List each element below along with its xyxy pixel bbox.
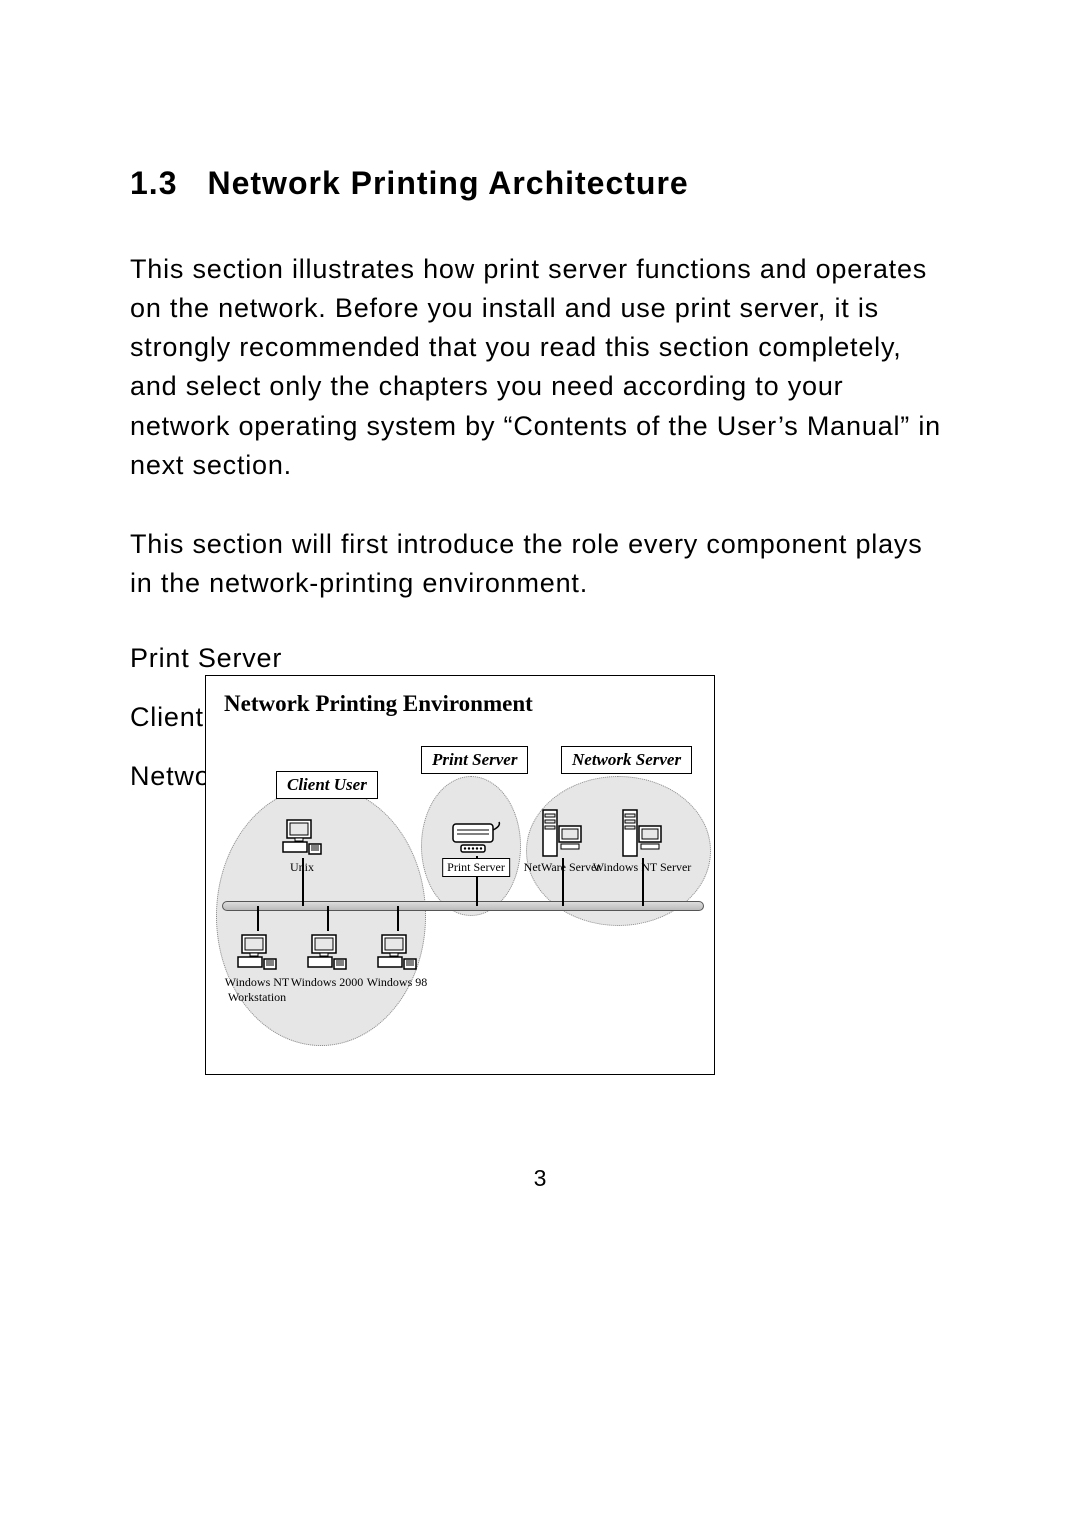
list-item-print-server: Print Server bbox=[130, 643, 950, 674]
workstation-icon bbox=[376, 931, 418, 973]
unix-device bbox=[281, 816, 323, 863]
heading-number: 1.3 bbox=[130, 165, 177, 201]
netware-device bbox=[541, 808, 583, 863]
heading-title: Network Printing Architecture bbox=[207, 165, 688, 201]
diagram-title: Network Printing Environment bbox=[224, 691, 533, 717]
server-icon bbox=[541, 808, 583, 858]
unix-label: Unix bbox=[290, 860, 314, 875]
w98-riser bbox=[397, 906, 399, 931]
client-user-label-box: Client User bbox=[276, 771, 378, 799]
print-server-label-box: Print Server bbox=[421, 746, 528, 774]
server-icon bbox=[621, 808, 663, 858]
ntserver-label: Windows NT Server bbox=[593, 860, 692, 875]
printserver-device bbox=[451, 816, 501, 861]
workstation-icon bbox=[306, 931, 348, 973]
printserver-label: Print Server bbox=[442, 858, 510, 877]
paragraph-2: This section will first introduce the ro… bbox=[130, 525, 950, 603]
w2000-device bbox=[306, 931, 348, 978]
w2000-label: Windows 2000 bbox=[291, 975, 364, 990]
workstation-icon bbox=[236, 931, 278, 973]
w98-device bbox=[376, 931, 418, 978]
paragraph-1: This section illustrates how print serve… bbox=[130, 250, 950, 485]
network-server-label-box: Network Server bbox=[561, 746, 692, 774]
ntserver-device bbox=[621, 808, 663, 863]
w2000-riser bbox=[327, 906, 329, 931]
print-server-icon bbox=[451, 816, 501, 856]
network-diagram: Network Printing Environment Client User… bbox=[205, 675, 715, 1075]
ntwork-label: Windows NTWorkstation bbox=[225, 975, 290, 1005]
netware-label: NetWare Server bbox=[524, 860, 601, 875]
ntwork-device bbox=[236, 931, 278, 978]
page-number: 3 bbox=[534, 1165, 547, 1192]
ntwork-riser bbox=[257, 906, 259, 931]
section-heading: 1.3 Network Printing Architecture bbox=[130, 165, 950, 202]
w98-label: Windows 98 bbox=[367, 975, 428, 990]
network-bus bbox=[222, 901, 704, 911]
workstation-icon bbox=[281, 816, 323, 858]
